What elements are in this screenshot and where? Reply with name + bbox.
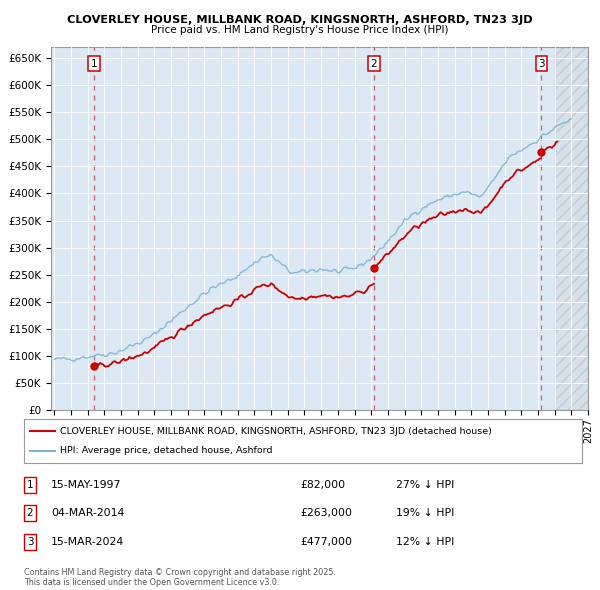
Text: 15-MAY-1997: 15-MAY-1997 (51, 480, 121, 490)
FancyBboxPatch shape (24, 419, 582, 463)
Text: 2: 2 (26, 509, 34, 518)
Text: CLOVERLEY HOUSE, MILLBANK ROAD, KINGSNORTH, ASHFORD, TN23 3JD: CLOVERLEY HOUSE, MILLBANK ROAD, KINGSNOR… (67, 15, 533, 25)
Text: 15-MAR-2024: 15-MAR-2024 (51, 537, 124, 546)
Text: 19% ↓ HPI: 19% ↓ HPI (396, 509, 454, 518)
Text: 1: 1 (26, 480, 34, 490)
Text: £477,000: £477,000 (300, 537, 352, 546)
Text: CLOVERLEY HOUSE, MILLBANK ROAD, KINGSNORTH, ASHFORD, TN23 3JD (detached house): CLOVERLEY HOUSE, MILLBANK ROAD, KINGSNOR… (60, 427, 492, 436)
Text: 1: 1 (91, 58, 97, 68)
Text: Price paid vs. HM Land Registry's House Price Index (HPI): Price paid vs. HM Land Registry's House … (151, 25, 449, 35)
Text: £263,000: £263,000 (300, 509, 352, 518)
Text: 04-MAR-2014: 04-MAR-2014 (51, 509, 124, 518)
Text: 27% ↓ HPI: 27% ↓ HPI (396, 480, 454, 490)
Text: £82,000: £82,000 (300, 480, 345, 490)
Text: HPI: Average price, detached house, Ashford: HPI: Average price, detached house, Ashf… (60, 446, 273, 455)
Text: 12% ↓ HPI: 12% ↓ HPI (396, 537, 454, 546)
Text: 3: 3 (26, 537, 34, 546)
Text: Contains HM Land Registry data © Crown copyright and database right 2025.
This d: Contains HM Land Registry data © Crown c… (24, 568, 336, 587)
Text: 3: 3 (538, 58, 545, 68)
Text: 2: 2 (371, 58, 377, 68)
